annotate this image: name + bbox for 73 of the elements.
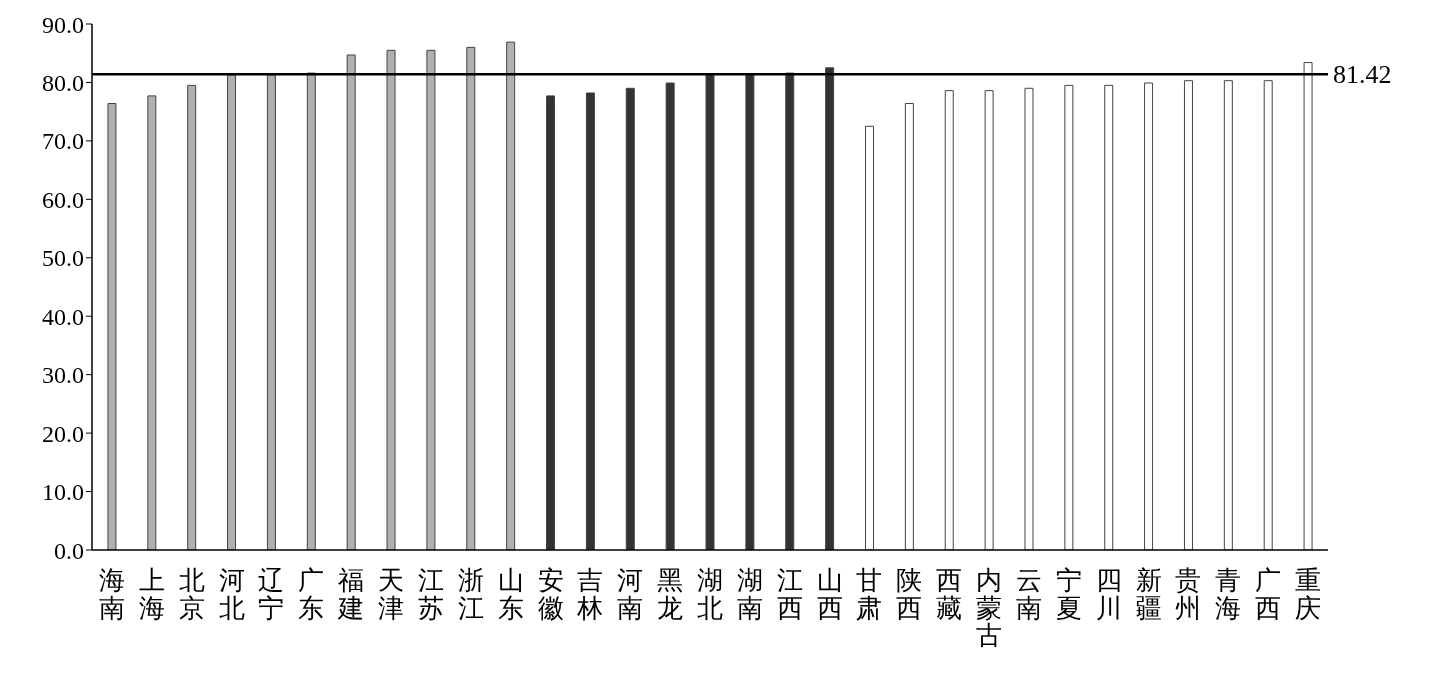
bar	[1144, 82, 1154, 550]
bar	[865, 125, 874, 550]
bar	[506, 41, 516, 550]
x-tick-label: 青海	[1215, 566, 1242, 623]
bar	[306, 72, 316, 550]
bar	[1223, 80, 1233, 550]
bar	[585, 92, 595, 550]
bar	[825, 67, 835, 550]
y-tick-label: 40.0	[42, 303, 84, 330]
bar	[904, 102, 914, 550]
x-tick-label: 云南	[1015, 566, 1042, 623]
bar	[1024, 87, 1034, 550]
y-tick-label: 80.0	[42, 69, 84, 96]
x-tick-label: 浙江	[457, 566, 484, 623]
bar	[426, 49, 436, 550]
x-tick-label: 福建	[337, 566, 365, 623]
bar	[1064, 84, 1074, 550]
bar	[745, 74, 755, 550]
x-tick-label: 四川	[1095, 566, 1122, 623]
bar	[107, 102, 117, 550]
bar	[705, 74, 715, 550]
bar	[466, 46, 476, 550]
x-tick-label: 广西	[1255, 566, 1282, 623]
x-tick-label: 河南	[617, 566, 644, 623]
y-tick-label: 50.0	[42, 245, 84, 272]
bar	[1104, 84, 1114, 550]
y-tick-label: 20.0	[42, 420, 84, 447]
bar	[785, 72, 795, 550]
x-tick-label: 辽宁	[258, 566, 285, 623]
bar	[546, 95, 556, 550]
x-tick-label: 陕西	[896, 566, 923, 623]
x-tick-label: 重庆	[1295, 566, 1322, 623]
bar	[147, 95, 157, 550]
bar	[386, 49, 396, 550]
bar	[984, 90, 994, 550]
x-tick-label: 天津	[378, 566, 405, 623]
x-tick-label: 北京	[178, 566, 205, 623]
y-tick-label: 60.0	[42, 186, 84, 213]
y-tick-label: 0.0	[54, 537, 84, 564]
x-tick-label: 山西	[816, 566, 843, 623]
x-tick-label: 吉林	[576, 566, 604, 623]
x-tick-label: 新疆	[1135, 566, 1162, 623]
ref-line-label: 81.42	[1333, 60, 1392, 90]
x-tick-label: 江苏	[417, 566, 444, 623]
bar	[944, 90, 954, 550]
y-tick-label: 10.0	[42, 479, 84, 506]
bar	[1263, 80, 1273, 550]
x-tick-label: 安徽	[537, 566, 564, 623]
x-tick-label: 湖南	[736, 566, 763, 623]
x-tick-label: 甘肃	[856, 566, 883, 623]
bar	[346, 54, 356, 550]
x-tick-label: 山东	[497, 566, 524, 623]
bar	[665, 82, 675, 550]
x-tick-label: 江西	[776, 566, 803, 623]
x-tick-label: 河北	[218, 566, 245, 623]
x-tick-label: 上海	[138, 566, 165, 623]
y-tick-label: 70.0	[42, 128, 84, 155]
x-tick-label: 西藏	[936, 566, 963, 623]
x-tick-label: 黑龙	[657, 566, 684, 623]
x-tick-label: 贵州	[1175, 566, 1202, 623]
x-tick-label: 宁夏	[1055, 566, 1082, 623]
y-tick-label: 30.0	[42, 362, 84, 389]
bar	[1303, 62, 1313, 550]
bar	[266, 74, 276, 550]
x-tick-label: 广东	[298, 566, 325, 623]
x-tick-label: 海南	[98, 566, 125, 623]
bar	[1183, 80, 1193, 550]
bar	[625, 87, 635, 550]
y-tick-label: 90.0	[42, 11, 84, 38]
x-tick-label: 内蒙古	[976, 566, 1003, 650]
x-tick-label: 湖北	[697, 566, 723, 623]
bar	[187, 84, 197, 550]
bar	[227, 74, 237, 550]
